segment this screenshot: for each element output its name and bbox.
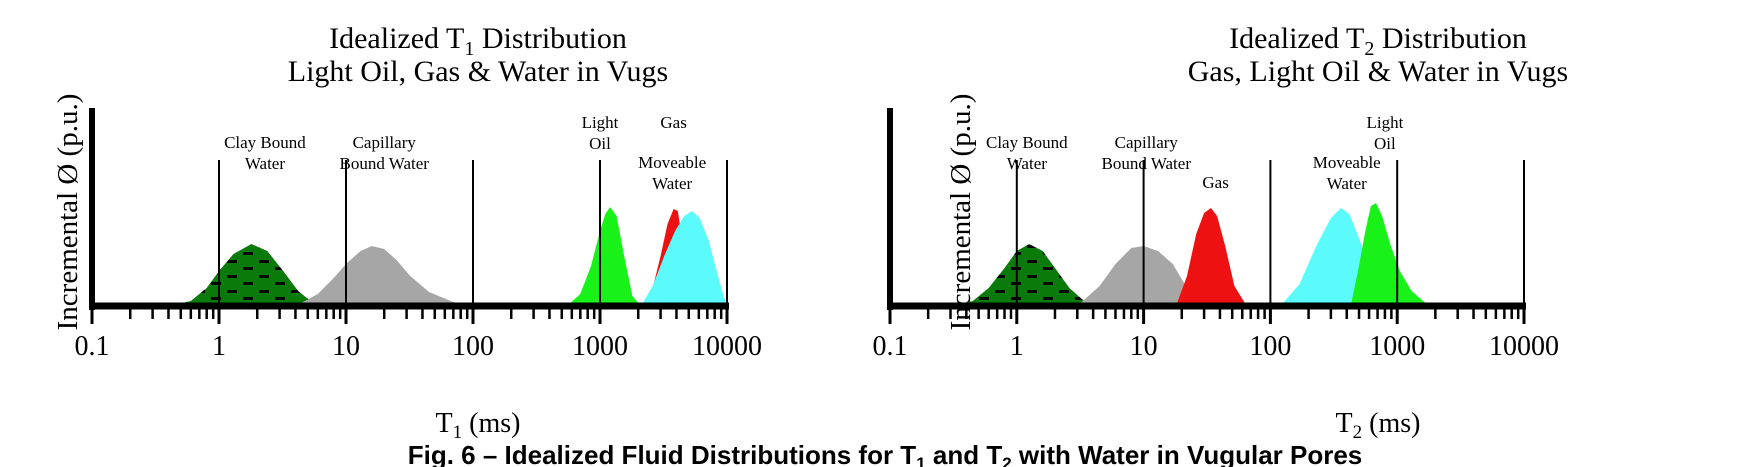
panel-t2-x-tick-label: 100 bbox=[1249, 331, 1291, 362]
panel-t2-x-tick-label: 1 bbox=[1010, 331, 1024, 362]
panel-t1-x-tick-label: 1 bbox=[212, 331, 226, 362]
panel-t1-series-capillary-bound-water bbox=[295, 246, 473, 306]
panel-t2-series-capillary-bound-water bbox=[1077, 246, 1201, 306]
panel-t2-annotation: Light Oil bbox=[1366, 113, 1403, 153]
panel-t2-title-line1: Idealized T2 Distribution bbox=[1229, 22, 1527, 60]
panel-t2-series-gas bbox=[1176, 208, 1247, 306]
panel-t2-x-tick-label: 10000 bbox=[1489, 331, 1559, 362]
panel-t1-title-line1: Idealized T1 Distribution bbox=[329, 22, 627, 60]
panel-t1-series-moveable-water bbox=[640, 211, 727, 306]
panel-t2-annotation: Moveable Water bbox=[1313, 153, 1381, 193]
panel-t1-xlabel: T1 (ms) bbox=[436, 408, 521, 443]
panel-t1-plot-area: 0.1 1 10 100 1000 10000 Clay Bound Water Capilla… bbox=[75, 108, 762, 362]
panel-t2-series-light-oil bbox=[1350, 203, 1432, 306]
panel-t2-x-tick-label: 1000 bbox=[1369, 331, 1425, 362]
panel-t1-x-tick-label: 100 bbox=[452, 331, 494, 362]
panel-t1-x-tick-label: 10000 bbox=[692, 331, 762, 362]
panel-t1-x-tick-label: 0.1 bbox=[75, 331, 110, 362]
panel-t2-annotation: Capillary Bound Water bbox=[1102, 133, 1192, 173]
panel-t1-x-tick-label: 1000 bbox=[572, 331, 628, 362]
panel-t2-xlabel: T2 (ms) bbox=[1336, 408, 1421, 443]
panel-t2-ylabel: Incremental Ø (p.u.) bbox=[945, 94, 977, 331]
panel-t1-annotation: Clay Bound Water bbox=[224, 133, 306, 173]
panel-t1-title-line2: Light Oil, Gas & Water in Vugs bbox=[288, 55, 668, 88]
panel-t1-annotation: Gas bbox=[660, 113, 686, 132]
panel-t2-series-clay-bound-water bbox=[950, 244, 1111, 306]
panel-t2-x-tick-label: 10 bbox=[1130, 331, 1158, 362]
panel-t2-plot-area: 0.1 1 10 100 1000 10000 Clay Bound Water Capilla… bbox=[873, 108, 1559, 362]
panel-t1-series-clay-bound-water bbox=[168, 244, 327, 306]
panel-t1-annotation: Capillary Bound Water bbox=[340, 133, 430, 173]
panel-t1: Idealized T1 Distribution Light Oil, Gas… bbox=[52, 22, 762, 443]
panel-t1-annotation: Moveable Water bbox=[638, 153, 706, 193]
panel-t2-title-line2: Gas, Light Oil & Water in Vugs bbox=[1188, 55, 1568, 88]
panel-t2: Idealized T2 Distribution Gas, Light Oil… bbox=[873, 22, 1569, 443]
panel-t1-x-tick-label: 10 bbox=[332, 331, 360, 362]
panel-t1-ylabel: Incremental Ø (p.u.) bbox=[52, 94, 84, 331]
panel-t1-annotation: Light Oil bbox=[582, 113, 619, 153]
panel-t2-annotation: Gas bbox=[1202, 173, 1228, 192]
figure-caption: Fig. 6 – Idealized Fluid Distributions f… bbox=[408, 440, 1363, 467]
panel-t2-annotation: Clay Bound Water bbox=[986, 133, 1068, 173]
panel-t2-x-tick-label: 0.1 bbox=[873, 331, 908, 362]
panel-t1-series-light-oil bbox=[567, 207, 641, 306]
